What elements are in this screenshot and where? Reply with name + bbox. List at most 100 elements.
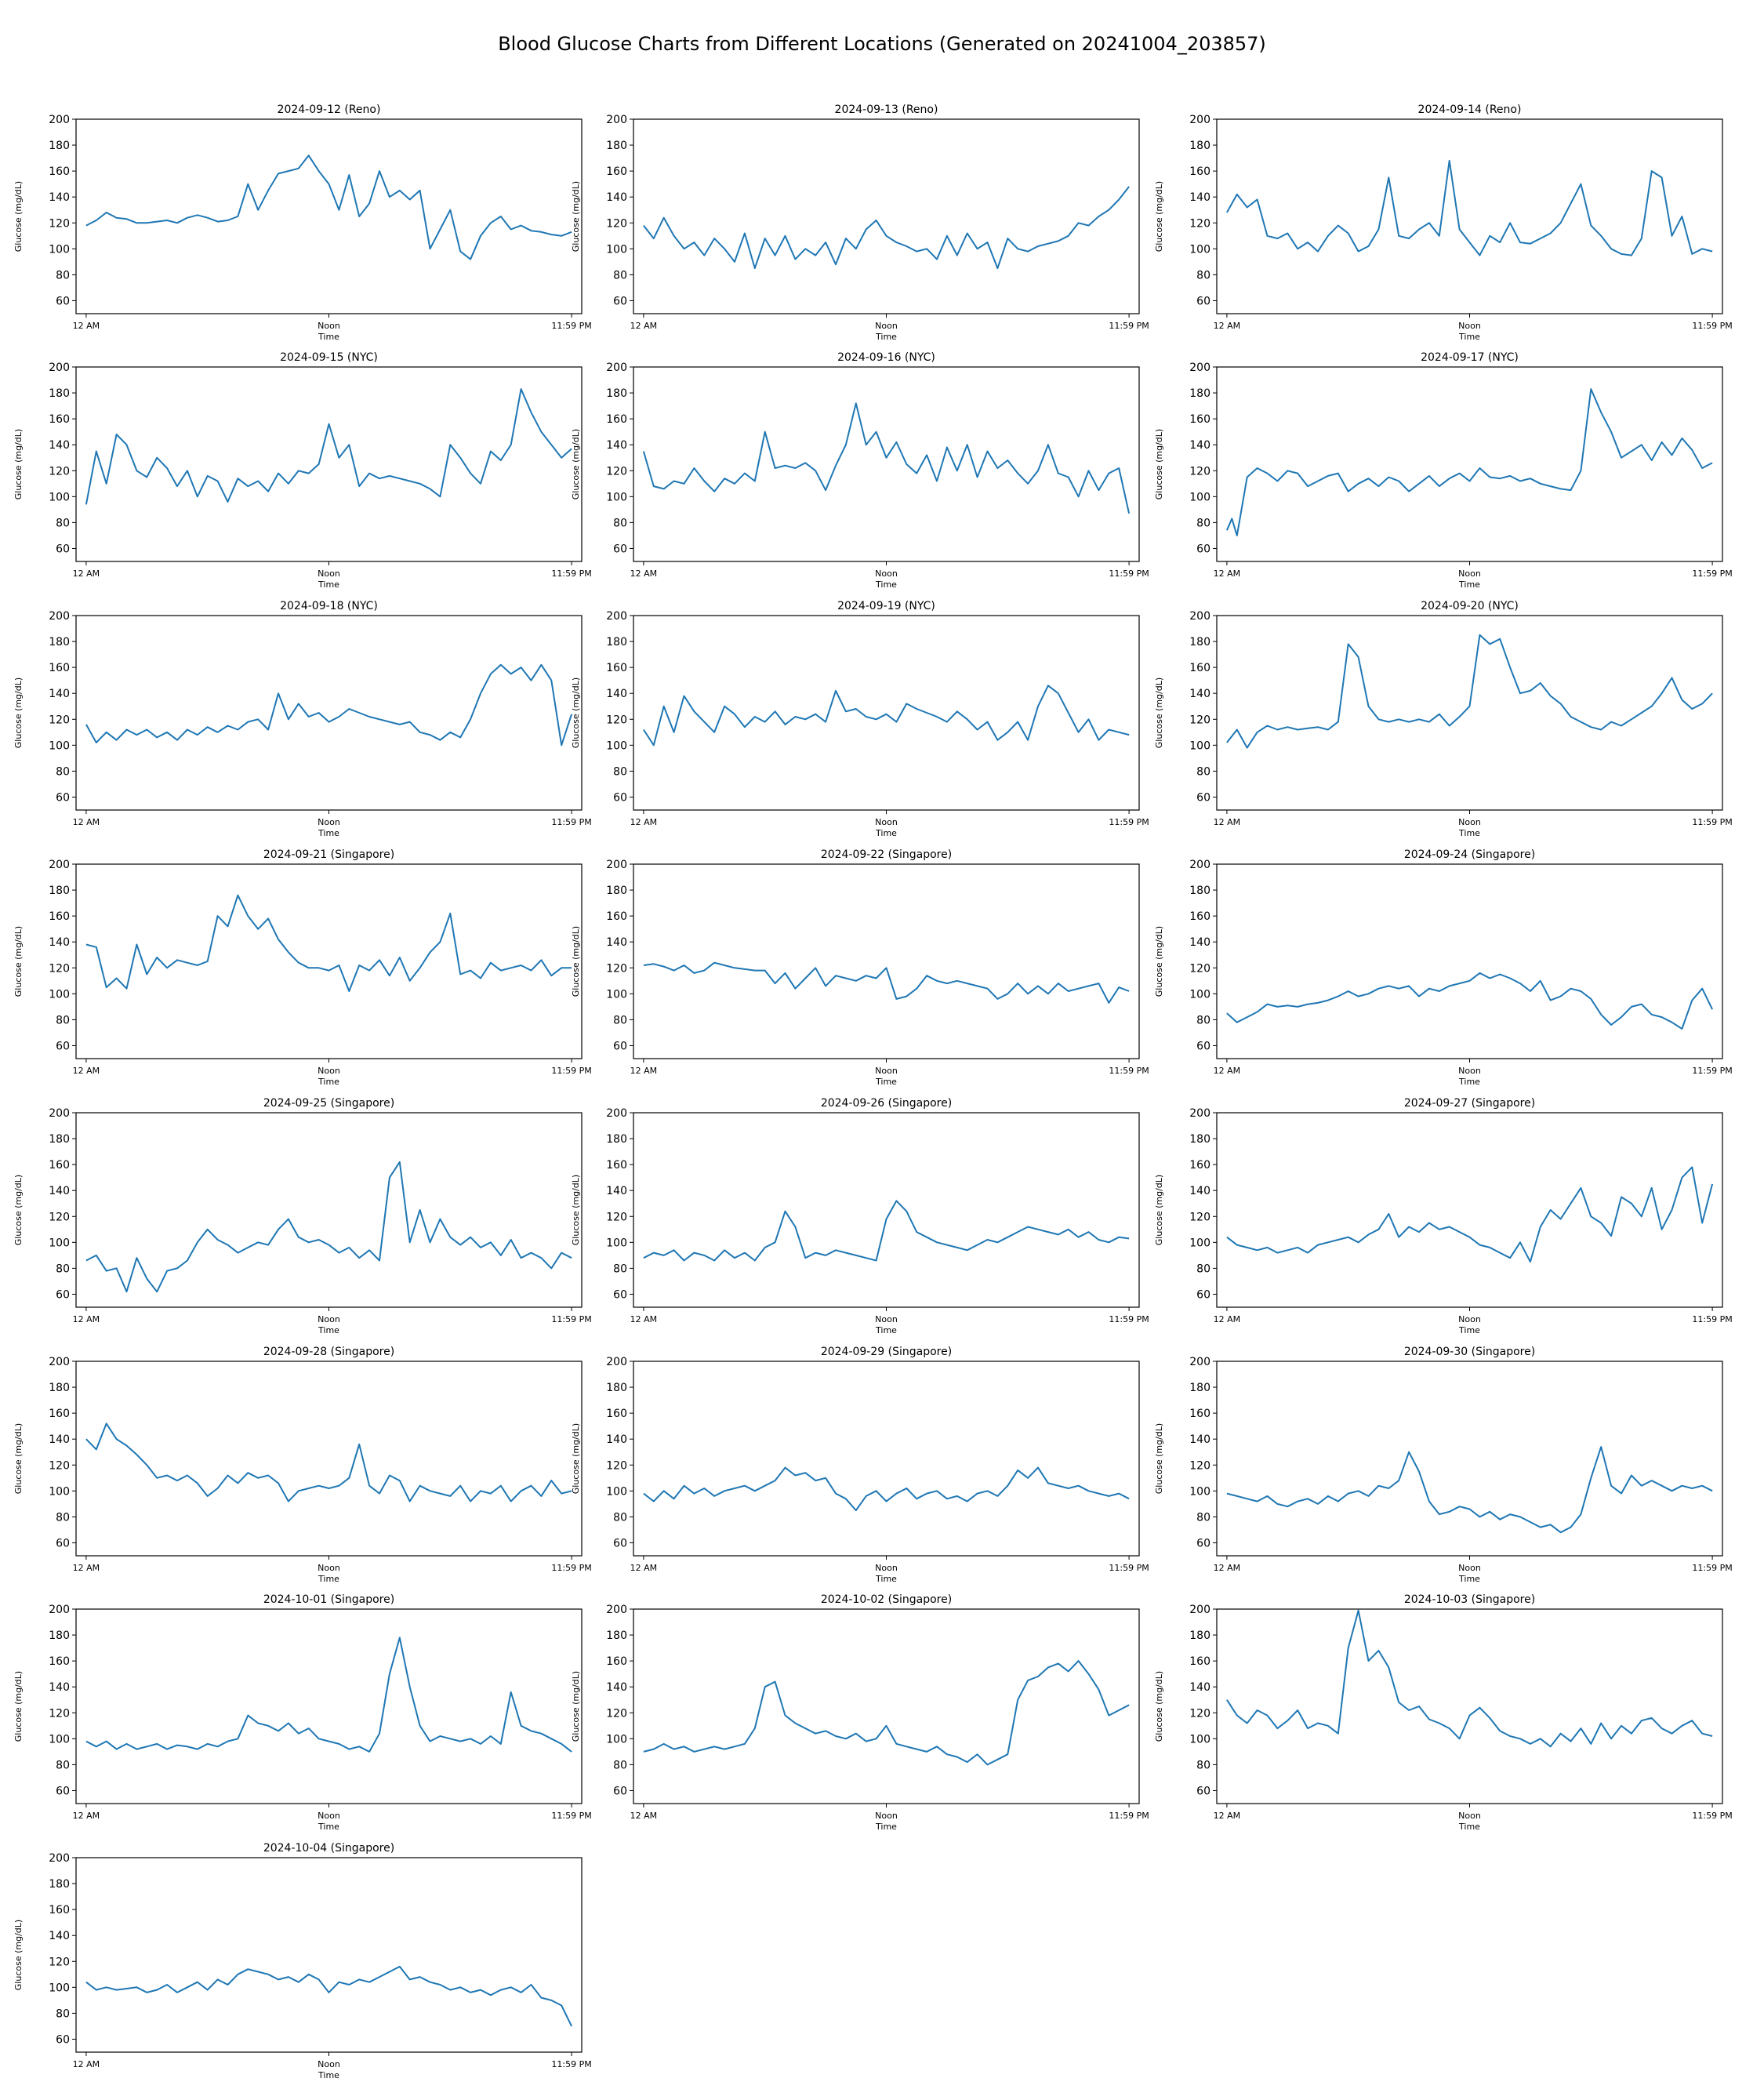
x-tick-label: 11:59 PM: [551, 817, 591, 827]
y-axis-label: Glucose (mg/dL): [13, 926, 24, 997]
x-tick-label: Noon: [1458, 817, 1481, 827]
series-line: [643, 186, 1130, 270]
x-tick-label: 11:59 PM: [551, 321, 591, 331]
x-tick-label: Noon: [318, 1811, 340, 1821]
y-axis-label: Glucose (mg/dL): [571, 1175, 581, 1245]
y-tick-label: 180: [606, 1382, 627, 1394]
y-tick-label: 180: [1189, 636, 1210, 648]
x-tick-label: Noon: [318, 817, 340, 827]
x-tick-label: Noon: [1458, 321, 1481, 331]
subplot-title: 2024-10-01 (Singapore): [263, 1593, 394, 1606]
x-tick-label: Noon: [318, 2059, 340, 2069]
x-tick-label: 11:59 PM: [1109, 1811, 1149, 1821]
subplot-title: 2024-09-13 (Reno): [835, 104, 938, 116]
axes-frame: [633, 1608, 1140, 1804]
y-tick-label: 200: [1189, 859, 1210, 871]
y-tick-label: 100: [49, 1237, 70, 1249]
x-tick-label: 12 AM: [73, 1314, 100, 1324]
y-axis-label: Glucose (mg/dL): [13, 1671, 24, 1742]
subplot-title: 2024-09-26 (Singapore): [821, 1097, 952, 1110]
x-axis-label: Time: [1458, 1822, 1480, 1832]
x-tick-label: 12 AM: [630, 1563, 658, 1573]
series-line: [85, 1161, 572, 1293]
y-tick-label: 60: [56, 791, 70, 804]
y-tick-label: 120: [49, 1211, 70, 1223]
y-axis-label: Glucose (mg/dL): [571, 429, 581, 500]
y-tick-label: 200: [606, 1604, 627, 1616]
x-tick-label: 11:59 PM: [551, 1314, 591, 1324]
y-tick-label: 60: [56, 295, 70, 307]
y-tick-label: 160: [606, 1408, 627, 1420]
y-tick-label: 200: [606, 114, 627, 126]
x-tick-label: 11:59 PM: [1109, 569, 1149, 579]
y-tick-label: 120: [606, 714, 627, 726]
y-tick-label: 180: [1189, 140, 1210, 152]
subplot-1: 2024-09-12 (Reno) 60 80 100 120 140 160 180 200 1…: [13, 104, 592, 342]
x-tick-label: 11:59 PM: [1692, 1563, 1732, 1573]
subplot-16: 2024-09-28 (Singapore) 60 80 100 120 140 160 18…: [13, 1346, 592, 1584]
y-axis-label: Glucose (mg/dL): [1154, 1423, 1164, 1494]
series-line: [643, 1200, 1130, 1262]
series-line: [643, 1660, 1130, 1766]
axes-frame: [75, 118, 583, 314]
axes-frame: [1216, 863, 1723, 1059]
axes-frame: [633, 1112, 1140, 1308]
y-tick-label: 80: [56, 765, 70, 778]
y-tick-label: 140: [49, 191, 70, 204]
x-tick-label: Noon: [875, 1563, 898, 1573]
y-axis-label: Glucose (mg/dL): [1154, 926, 1164, 997]
y-tick-label: 60: [613, 1537, 627, 1549]
y-tick-label: 180: [606, 1629, 627, 1642]
subplot-title: 2024-09-28 (Singapore): [263, 1346, 394, 1358]
x-tick-label: 12 AM: [1214, 1066, 1241, 1076]
y-tick-label: 80: [613, 517, 627, 529]
axes-frame: [75, 1608, 583, 1804]
y-tick-label: 180: [49, 140, 70, 152]
subplot-17: 2024-09-29 (Singapore) 60 80 100 120 140 160 18…: [571, 1346, 1149, 1584]
x-tick-label: Noon: [875, 1314, 898, 1324]
y-tick-label: 60: [1196, 1785, 1210, 1797]
x-tick-label: 12 AM: [73, 569, 100, 579]
x-axis-label: Time: [1458, 332, 1480, 342]
y-tick-label: 200: [606, 1356, 627, 1368]
y-tick-label: 80: [613, 1511, 627, 1524]
y-tick-label: 120: [1189, 714, 1210, 726]
y-tick-label: 100: [1189, 739, 1210, 752]
y-tick-label: 80: [613, 1014, 627, 1026]
x-axis-label: Time: [318, 1822, 339, 1832]
y-tick-label: 200: [606, 610, 627, 623]
subplot-6: 2024-09-17 (NYC) 60 80 100 120 140 160 180 200 12…: [1154, 351, 1733, 590]
y-tick-label: 100: [606, 491, 627, 503]
y-tick-label: 200: [49, 1852, 70, 1865]
x-tick-label: 11:59 PM: [1692, 1811, 1732, 1821]
x-tick-label: Noon: [318, 1563, 340, 1573]
y-tick-label: 60: [56, 543, 70, 555]
y-tick-label: 120: [1189, 1211, 1210, 1223]
y-tick-label: 180: [606, 140, 627, 152]
x-tick-label: 11:59 PM: [1109, 321, 1149, 331]
subplot-13: 2024-09-25 (Singapore) 60 80 100 120 140 160 18…: [13, 1097, 592, 1335]
y-tick-label: 160: [1189, 1655, 1210, 1668]
y-tick-label: 200: [49, 610, 70, 623]
y-tick-label: 80: [56, 1759, 70, 1771]
y-tick-label: 100: [1189, 243, 1210, 256]
x-tick-label: 12 AM: [73, 1811, 100, 1821]
y-tick-label: 60: [1196, 1288, 1210, 1301]
x-axis-label: Time: [1458, 1574, 1480, 1584]
x-tick-label: 11:59 PM: [1692, 321, 1732, 331]
y-axis-label: Glucose (mg/dL): [571, 1423, 581, 1494]
x-tick-label: 11:59 PM: [1692, 817, 1732, 827]
y-tick-label: 80: [1196, 1014, 1210, 1026]
y-tick-label: 120: [1189, 962, 1210, 975]
y-tick-label: 60: [1196, 1537, 1210, 1549]
y-tick-label: 180: [606, 636, 627, 648]
subplot-title: 2024-10-02 (Singapore): [821, 1593, 952, 1606]
x-tick-label: 12 AM: [1214, 1314, 1241, 1324]
subplot-19: 2024-10-01 (Singapore) 60 80 100 120 140 160 18…: [13, 1593, 592, 1832]
series-line: [1226, 159, 1713, 256]
y-tick-label: 140: [1189, 191, 1210, 204]
y-tick-label: 180: [49, 1133, 70, 1146]
y-tick-label: 100: [606, 243, 627, 256]
y-tick-label: 140: [1189, 439, 1210, 452]
x-tick-label: 11:59 PM: [1109, 1563, 1149, 1573]
